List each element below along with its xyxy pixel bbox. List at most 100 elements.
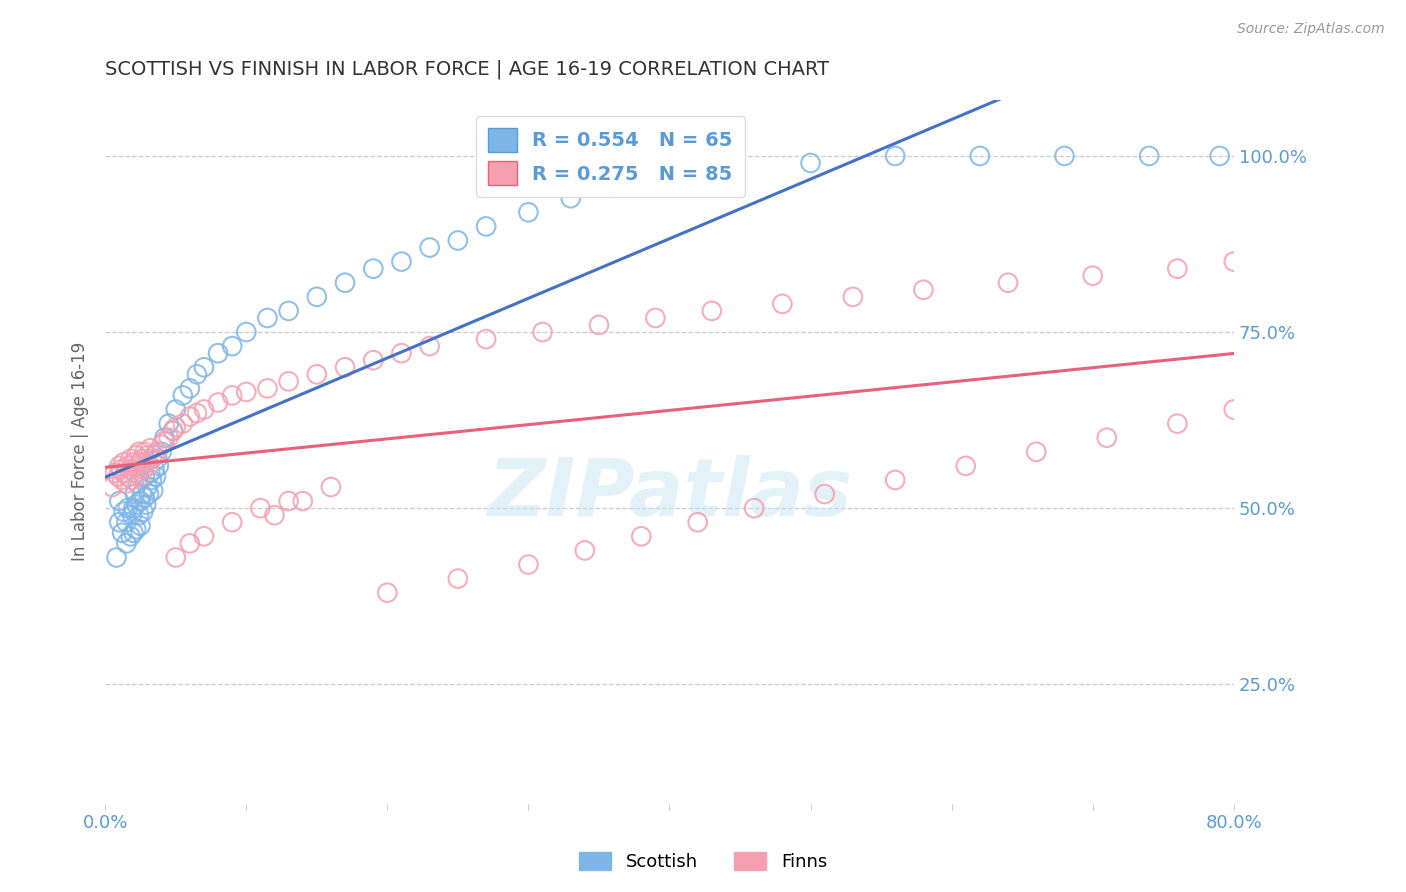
Point xyxy=(235,384,257,399)
Point xyxy=(644,310,666,325)
Point xyxy=(1208,149,1230,163)
Point xyxy=(129,518,152,533)
Point xyxy=(291,494,314,508)
Point xyxy=(256,381,278,395)
Point xyxy=(912,283,935,297)
Point xyxy=(117,501,139,516)
Point xyxy=(447,572,470,586)
Text: SCOTTISH VS FINNISH IN LABOR FORCE | AGE 16-19 CORRELATION CHART: SCOTTISH VS FINNISH IN LABOR FORCE | AGE… xyxy=(105,60,830,79)
Point xyxy=(179,536,201,550)
Point xyxy=(135,498,157,512)
Point xyxy=(333,360,356,375)
Point xyxy=(179,381,201,395)
Point xyxy=(969,149,991,163)
Point xyxy=(221,515,243,529)
Point xyxy=(122,525,145,540)
Point xyxy=(1025,444,1047,458)
Point xyxy=(125,448,148,462)
Point xyxy=(1095,431,1118,445)
Point xyxy=(630,529,652,543)
Point xyxy=(108,494,131,508)
Point xyxy=(517,558,540,572)
Point xyxy=(602,180,624,194)
Point xyxy=(124,487,146,501)
Point xyxy=(165,420,187,434)
Point xyxy=(165,550,187,565)
Point xyxy=(742,501,765,516)
Point xyxy=(377,585,399,599)
Point xyxy=(112,455,135,469)
Point xyxy=(111,473,134,487)
Point xyxy=(277,304,299,318)
Point xyxy=(186,368,208,382)
Point xyxy=(150,444,173,458)
Point xyxy=(127,458,149,473)
Point xyxy=(165,402,187,417)
Point xyxy=(125,522,148,536)
Point xyxy=(884,473,907,487)
Point xyxy=(157,417,180,431)
Point xyxy=(235,325,257,339)
Point xyxy=(111,525,134,540)
Point xyxy=(135,455,157,469)
Point xyxy=(162,424,184,438)
Legend: Scottish, Finns: Scottish, Finns xyxy=(572,845,834,879)
Point xyxy=(333,276,356,290)
Point xyxy=(419,339,441,353)
Point xyxy=(193,529,215,543)
Point xyxy=(136,480,159,494)
Point xyxy=(686,515,709,529)
Point xyxy=(574,543,596,558)
Point xyxy=(153,431,176,445)
Point xyxy=(207,395,229,409)
Point xyxy=(157,431,180,445)
Point xyxy=(105,550,128,565)
Point xyxy=(955,458,977,473)
Point xyxy=(391,346,413,360)
Point xyxy=(128,508,150,523)
Point xyxy=(118,469,141,483)
Point xyxy=(814,487,837,501)
Point xyxy=(120,529,142,543)
Point xyxy=(131,487,153,501)
Point xyxy=(221,339,243,353)
Point xyxy=(132,462,155,476)
Point xyxy=(770,297,793,311)
Point xyxy=(138,487,160,501)
Point xyxy=(138,458,160,473)
Point xyxy=(1166,417,1188,431)
Point xyxy=(517,205,540,219)
Point xyxy=(658,170,681,185)
Point xyxy=(146,444,169,458)
Point xyxy=(143,448,166,462)
Point xyxy=(134,491,156,505)
Point xyxy=(122,455,145,469)
Point xyxy=(108,515,131,529)
Point xyxy=(162,424,184,438)
Point xyxy=(104,466,127,480)
Text: Source: ZipAtlas.com: Source: ZipAtlas.com xyxy=(1237,22,1385,37)
Point xyxy=(1223,402,1246,417)
Point xyxy=(475,219,498,234)
Point xyxy=(120,451,142,466)
Point xyxy=(1081,268,1104,283)
Point xyxy=(114,466,136,480)
Point xyxy=(143,462,166,476)
Point xyxy=(129,469,152,483)
Point xyxy=(186,406,208,420)
Point xyxy=(588,318,610,332)
Point xyxy=(305,290,328,304)
Point xyxy=(193,360,215,375)
Point xyxy=(419,240,441,254)
Point xyxy=(263,508,285,523)
Point xyxy=(1137,149,1160,163)
Point xyxy=(125,498,148,512)
Point xyxy=(101,480,124,494)
Point xyxy=(391,254,413,268)
Point xyxy=(148,458,170,473)
Point xyxy=(127,476,149,491)
Point xyxy=(997,276,1019,290)
Point xyxy=(112,505,135,519)
Point xyxy=(714,163,737,178)
Point xyxy=(842,290,865,304)
